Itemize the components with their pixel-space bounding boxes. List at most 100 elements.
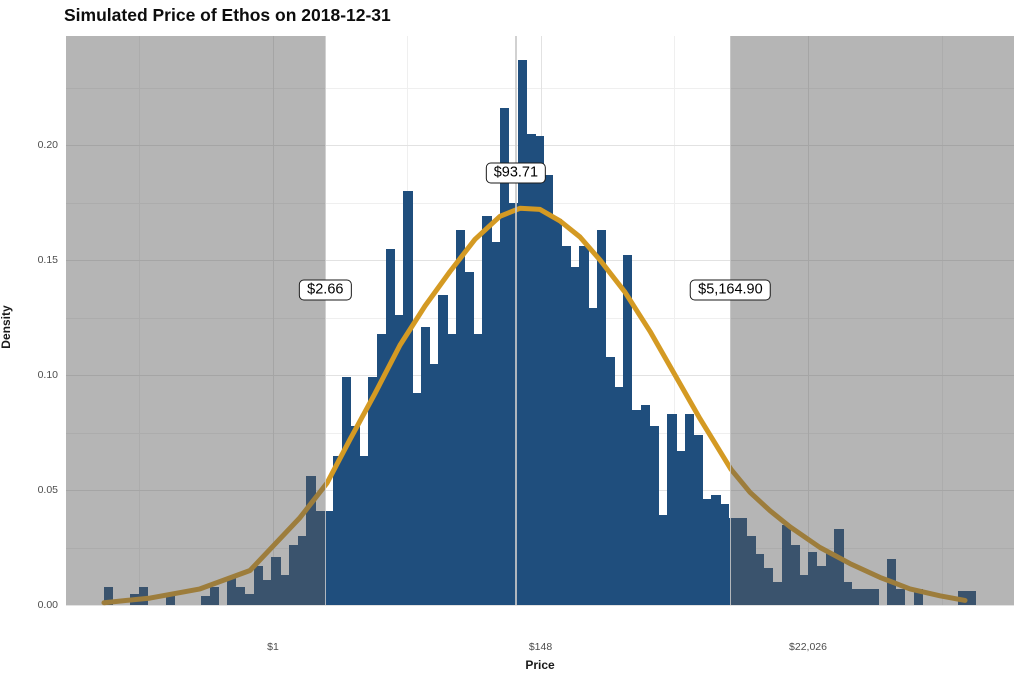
x-tick-label: $1: [267, 641, 279, 653]
histogram-bar: [262, 579, 272, 605]
histogram-bar: [385, 248, 395, 605]
histogram-bar: [464, 271, 475, 605]
gridline-major-vertical: [808, 36, 809, 605]
histogram-bar: [790, 545, 800, 605]
histogram-bar: [667, 414, 677, 605]
x-tick-label: $22,026: [789, 641, 827, 653]
histogram-bar: [719, 503, 730, 605]
histogram-bar: [447, 333, 457, 605]
y-tick-label: 0.20: [37, 139, 58, 151]
histogram-bar: [895, 588, 906, 605]
histogram-bar: [306, 476, 316, 605]
histogram-bar: [834, 529, 844, 605]
density-curve: [101, 205, 968, 606]
histogram-bar: [288, 545, 299, 605]
density-curve-line: [101, 205, 968, 606]
annotation-label-upper-bound: $5,164.90: [690, 279, 771, 301]
histogram-bar: [200, 595, 211, 605]
histogram-bar: [781, 524, 791, 605]
histogram-bar: [482, 216, 492, 605]
histogram-bar: [271, 556, 281, 605]
gridline-minor-vertical: [941, 36, 943, 605]
y-tick-label: 0.05: [37, 484, 58, 496]
histogram-bar: [746, 536, 756, 605]
histogram-bar: [684, 414, 695, 605]
histogram-bar: [350, 425, 360, 605]
histogram-bar: [165, 595, 175, 605]
gridline-minor-vertical: [674, 36, 676, 605]
histogram-bar: [499, 108, 510, 605]
histogram-bar: [702, 499, 712, 605]
histogram-bar: [420, 326, 431, 605]
y-tick-label: 0.10: [37, 369, 58, 381]
x-tick-label: $148: [528, 641, 553, 653]
histogram-bar: [456, 230, 466, 605]
histogram-bar: [640, 404, 651, 605]
histogram-bar: [552, 218, 563, 605]
histogram-bar: [843, 582, 853, 605]
histogram-bar: [825, 552, 835, 605]
histogram-bar: [103, 586, 114, 605]
histogram-bar: [632, 409, 642, 605]
histogram-bar: [438, 294, 448, 605]
histogram-bar: [764, 568, 774, 605]
histogram-bar: [332, 455, 343, 605]
histogram-bar: [561, 246, 571, 605]
histogram-bar: [508, 202, 519, 605]
histogram-bar: [297, 536, 307, 605]
y-axis-title: Density: [0, 305, 13, 349]
gridline-major-vertical: [273, 36, 274, 605]
histogram-bar: [913, 588, 923, 605]
histogram-bar: [315, 510, 325, 605]
histogram-bar: [676, 450, 686, 605]
histogram-bar: [227, 577, 237, 605]
histogram-bar: [587, 308, 598, 605]
plot-panel: $2.66 $93.71 $5,164.90: [66, 36, 1014, 606]
histogram-bar: [772, 582, 783, 605]
histogram-bar: [799, 575, 809, 605]
histogram-bar: [368, 377, 378, 605]
annotation-label-center-estimate: $93.71: [485, 162, 547, 184]
histogram-bar: [244, 593, 255, 605]
histogram-bar: [570, 266, 580, 605]
gridline-minor-horizontal: [66, 87, 1014, 89]
histogram-bar: [209, 586, 219, 605]
histogram-bar: [860, 588, 871, 605]
histogram-bar: [711, 494, 721, 605]
histogram-bar: [623, 255, 633, 605]
histogram-bar: [755, 554, 765, 605]
histogram-bar: [966, 591, 976, 605]
histogram-bar: [614, 386, 624, 605]
histogram-bar: [341, 377, 351, 605]
marker-vline: [515, 36, 517, 605]
confidence-exclusion-region: [730, 36, 1014, 605]
y-tick-label: 0.00: [37, 599, 58, 611]
histogram-bar: [816, 565, 827, 605]
annotation-label-lower-bound: $2.66: [299, 279, 352, 301]
histogram-bar: [403, 191, 413, 605]
histogram-bar: [649, 425, 659, 605]
histogram-bar: [728, 517, 739, 605]
histogram-bar: [605, 356, 615, 605]
histogram-bar: [535, 135, 545, 605]
confidence-exclusion-region: [66, 36, 326, 605]
histogram-bar: [376, 333, 387, 605]
histogram-bar: [869, 588, 879, 605]
x-axis-title: Price: [525, 658, 555, 672]
marker-vline: [324, 36, 327, 605]
histogram-bar: [693, 434, 703, 605]
histogram-bar: [491, 241, 501, 605]
histogram-bar: [579, 246, 589, 605]
histogram-bar: [279, 575, 290, 605]
histogram-bar: [658, 515, 668, 605]
histogram-bar: [526, 133, 536, 605]
histogram-bar: [596, 230, 607, 605]
histogram-bar: [253, 565, 263, 605]
histogram-bar: [394, 315, 404, 605]
histogram-bar: [473, 333, 483, 605]
histogram-bar: [139, 586, 149, 605]
histogram-bar: [517, 59, 527, 605]
histogram-bar: [359, 455, 369, 605]
histogram-bar: [324, 510, 334, 605]
